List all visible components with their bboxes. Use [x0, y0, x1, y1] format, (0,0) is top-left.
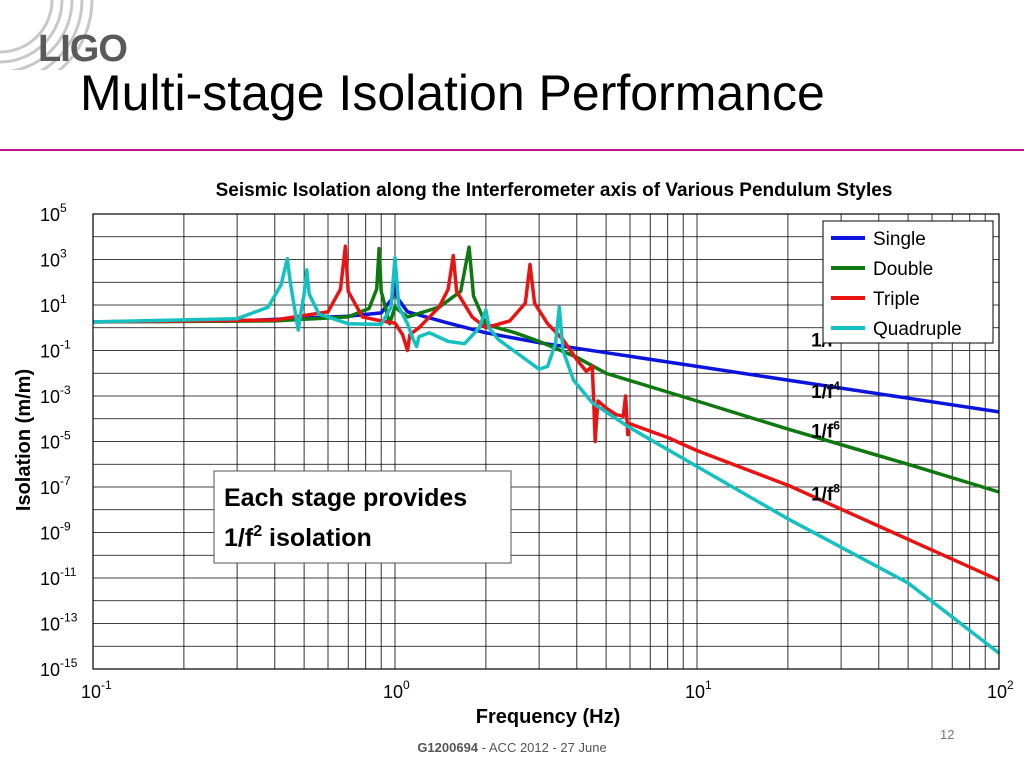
legend: Single Double Triple Quadruple: [822, 220, 994, 344]
footer-doc-id: G1200694: [417, 740, 479, 755]
plot-frame: [92, 213, 1000, 670]
y-tick-label: 105: [40, 201, 67, 225]
annotation-f4: 1/f4: [811, 379, 840, 403]
series-line-quadruple: [92, 255, 1001, 655]
y-tick-label: 101: [40, 292, 67, 316]
y-tick-label: 10-9: [40, 520, 71, 544]
annotation-f6: 1/f6: [811, 418, 840, 442]
y-tick-label: 10-15: [40, 656, 78, 680]
x-tick-label: 10-1: [81, 678, 112, 702]
slope-annotations: 1/f21/f41/f61/f8: [811, 327, 840, 505]
y-tick-label: 10-11: [40, 565, 77, 589]
chart-title: Seismic Isolation along the Interferomet…: [216, 180, 893, 201]
footer-text: - ACC 2012 - 27 June: [478, 740, 607, 755]
y-axis-label: Isolation (m/m): [13, 369, 35, 511]
y-tick-label: 10-13: [40, 611, 78, 635]
title-divider: [0, 149, 1024, 151]
legend-label-quadruple: Quadruple: [873, 319, 962, 340]
y-tick-label: 103: [40, 247, 67, 271]
annotation-f8: 1/f8: [811, 482, 840, 506]
y-tick-label: 10-3: [40, 383, 71, 407]
isolation-chart: Seismic Isolation along the Interferomet…: [13, 180, 1014, 728]
x-tick-label: 101: [685, 678, 712, 702]
series-line-double: [92, 245, 1000, 494]
legend-label-triple: Triple: [873, 289, 920, 310]
x-tick-label: 100: [383, 678, 410, 702]
ligo-logo-text: LIGO: [38, 28, 128, 70]
slide-title: Multi-stage Isolation Performance: [80, 65, 825, 121]
y-tick-label: 10-1: [40, 338, 71, 362]
page-number: 12: [940, 727, 955, 742]
x-tick-label: 102: [987, 678, 1014, 702]
callout-frame: [213, 470, 512, 564]
callout-line-1: Each stage provides: [224, 484, 467, 512]
callout-line-2: 1/f2 isolation: [224, 523, 372, 552]
legend-label-double: Double: [873, 259, 933, 280]
tick-labels: 105 103 101 10-1 10-3 10-5 10-7 10-9 10-11 10-13 1…: [40, 201, 1014, 702]
x-axis-label: Frequency (Hz): [476, 706, 620, 728]
y-tick-label: 10-5: [40, 429, 71, 453]
legend-box: [822, 220, 994, 344]
grid: [93, 214, 999, 669]
series-lines: [92, 244, 1001, 655]
callout-box: Each stage provides 1/f2 isolation: [213, 470, 512, 564]
footer: G1200694 - ACC 2012 - 27 June: [0, 740, 1024, 755]
legend-label-single: Single: [873, 229, 926, 250]
ligo-logo-arcs-icon: [0, 0, 94, 70]
y-tick-label: 10-7: [40, 474, 71, 498]
